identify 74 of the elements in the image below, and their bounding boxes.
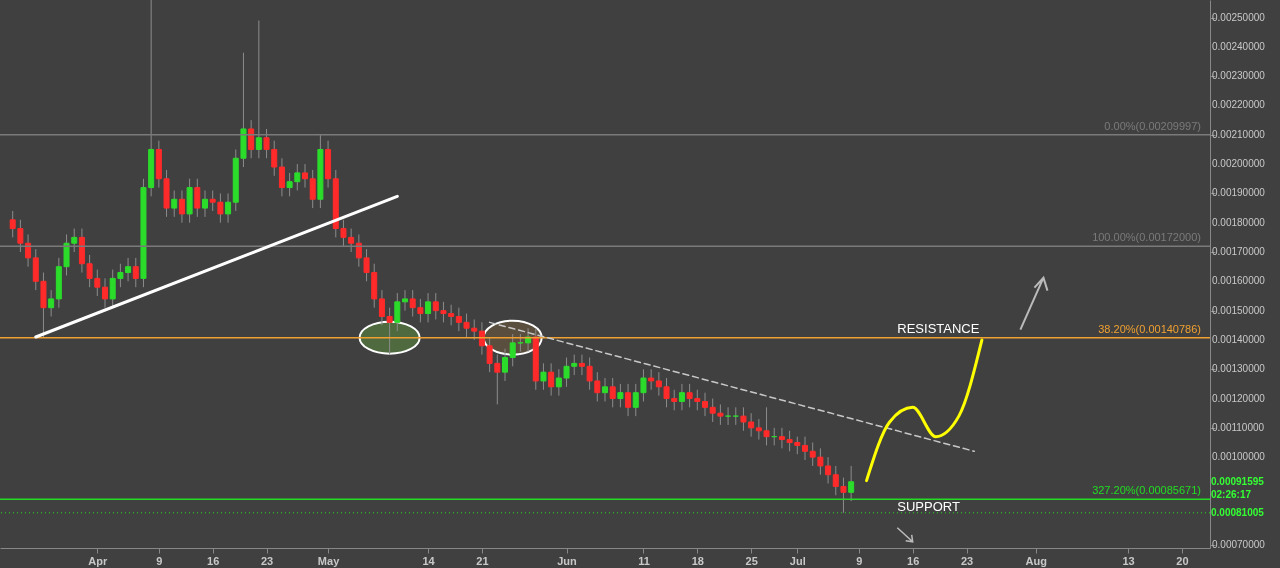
candlestick xyxy=(178,189,185,224)
y-tick-label: 0.00110000 xyxy=(1212,421,1265,433)
y-tick-label: 0.00140000 xyxy=(1212,333,1266,345)
ref-line-label: 327.20%(0.00085671) xyxy=(1092,484,1201,497)
y-tick-label: 0.00120000 xyxy=(1212,392,1266,404)
x-tick-label: 13 xyxy=(1122,554,1135,567)
y-tick-label: 0.00190000 xyxy=(1212,187,1266,199)
x-tick-label: May xyxy=(317,554,341,567)
candlestick xyxy=(102,277,108,309)
y-tick-label: 0.00230000 xyxy=(1212,70,1266,82)
y-tick-label: 0.00170000 xyxy=(1212,246,1266,258)
candlestick xyxy=(255,20,262,159)
candlestick xyxy=(725,406,732,426)
x-tick-label: Apr xyxy=(88,554,108,567)
annotation: SUPPORT xyxy=(897,498,960,514)
candlestick xyxy=(525,327,532,353)
candlestick xyxy=(194,178,201,218)
candlestick xyxy=(248,119,255,159)
x-tick-label: 25 xyxy=(745,554,758,567)
x-tick-label: 16 xyxy=(207,554,220,567)
y-tick-label: 0.00240000 xyxy=(1212,40,1266,52)
candlestick xyxy=(548,362,555,397)
candlestick xyxy=(602,377,608,402)
candlestick xyxy=(278,157,285,197)
candlestick xyxy=(502,348,508,382)
y-tick-label: 0.00200000 xyxy=(1212,158,1266,170)
x-tick-label: 9 xyxy=(856,554,863,567)
candlestick xyxy=(402,289,408,312)
x-tick-label: 21 xyxy=(476,554,489,567)
y-tick-label: 0.00250000 xyxy=(1212,11,1266,23)
candlestick xyxy=(302,163,308,189)
candlestick xyxy=(394,292,401,332)
ref-line-label: 100.00%(0.00172000) xyxy=(1092,231,1201,244)
candlestick xyxy=(225,192,232,224)
candlestick xyxy=(802,436,808,461)
annotation: RESISTANCE xyxy=(897,320,980,336)
x-tick-label: 23 xyxy=(960,554,974,567)
y-tick-label: 0.00100000 xyxy=(1212,451,1266,463)
candlestick xyxy=(678,383,685,411)
candlestick xyxy=(509,333,516,367)
text: 0.00081005 xyxy=(1211,506,1265,518)
x-tick-label: 18 xyxy=(691,554,704,567)
candlestick xyxy=(625,383,632,417)
candlestick xyxy=(171,189,178,218)
candlestick xyxy=(309,169,316,209)
candlestick xyxy=(202,189,208,218)
x-tick-label: 16 xyxy=(907,554,920,567)
candlestick xyxy=(48,289,55,317)
ref-line-label: 38.20%(0.00140786) xyxy=(1098,322,1201,335)
y-tick-label: 0.00210000 xyxy=(1212,128,1266,140)
y-tick-label: 0.00150000 xyxy=(1212,304,1266,316)
x-tick-label: 20 xyxy=(1176,554,1189,567)
y-tick-label: 0.00220000 xyxy=(1212,99,1266,111)
candlestick xyxy=(648,368,655,391)
candlestick xyxy=(132,257,139,288)
x-tick-label: Aug xyxy=(1025,554,1047,567)
line-series xyxy=(865,338,984,483)
x-tick-label: 14 xyxy=(422,554,436,567)
x-tick-label: 23 xyxy=(260,554,274,567)
text: 0.00091595 xyxy=(1211,475,1265,487)
candlestick xyxy=(617,383,624,408)
candlestick xyxy=(540,362,547,391)
x-tick-label: 11 xyxy=(638,554,650,567)
x-tick-label: Jul xyxy=(789,554,806,567)
y-tick-label: 0.00160000 xyxy=(1212,275,1266,287)
candlestick xyxy=(425,292,432,323)
text: 02:26:17 xyxy=(1211,488,1252,500)
y-tick-label: 0.00180000 xyxy=(1212,216,1266,228)
x-tick-label: Jun xyxy=(557,554,578,567)
candlestick xyxy=(702,392,708,417)
y-tick-label: 0.00070000 xyxy=(1212,539,1266,551)
x-tick-label: 9 xyxy=(156,554,163,567)
y-tick-label: 0.00130000 xyxy=(1212,363,1266,375)
candlestick xyxy=(609,377,616,408)
